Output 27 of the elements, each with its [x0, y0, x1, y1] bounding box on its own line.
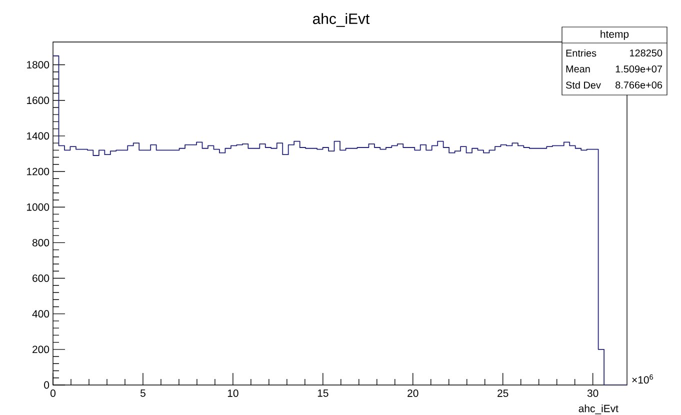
text: htemp: [600, 30, 629, 40]
annotation: Mean: [566, 66, 590, 72]
y-tick-label: 1800: [27, 61, 50, 68]
y-tick-label: 0: [44, 381, 50, 389]
x-tick-label: 25: [498, 390, 508, 397]
x-tick-label: 20: [408, 390, 418, 397]
chart-title: ahc_iEvt: [312, 13, 370, 27]
x-tick-label: 15: [318, 390, 328, 397]
y-tick-label: 1200: [27, 168, 50, 176]
x-tick-label: 10: [228, 390, 238, 397]
x-axis-title: ahc_iEvt: [578, 404, 618, 414]
y-tick-label: 1000: [27, 203, 50, 211]
annotation: Entries: [566, 49, 596, 57]
x-tick-label: 5: [140, 390, 146, 397]
y-tick-label: 200: [32, 346, 50, 354]
y-tick-label: 600: [32, 274, 50, 282]
annotation: Std Dev: [566, 81, 601, 89]
annotation: 8.766e+06: [616, 81, 662, 89]
text: ×10$^{6}$: [632, 374, 654, 384]
annotation: 1.509e+07: [616, 65, 662, 73]
y-tick-label: 800: [32, 238, 50, 246]
y-tick-label: 1600: [27, 96, 50, 104]
x-tick-label: 0: [50, 390, 56, 397]
x-tick-label: 30: [587, 390, 598, 397]
y-tick-label: 400: [32, 310, 50, 318]
y-tick-label: 1400: [27, 132, 50, 140]
text: 128250: [630, 49, 662, 57]
